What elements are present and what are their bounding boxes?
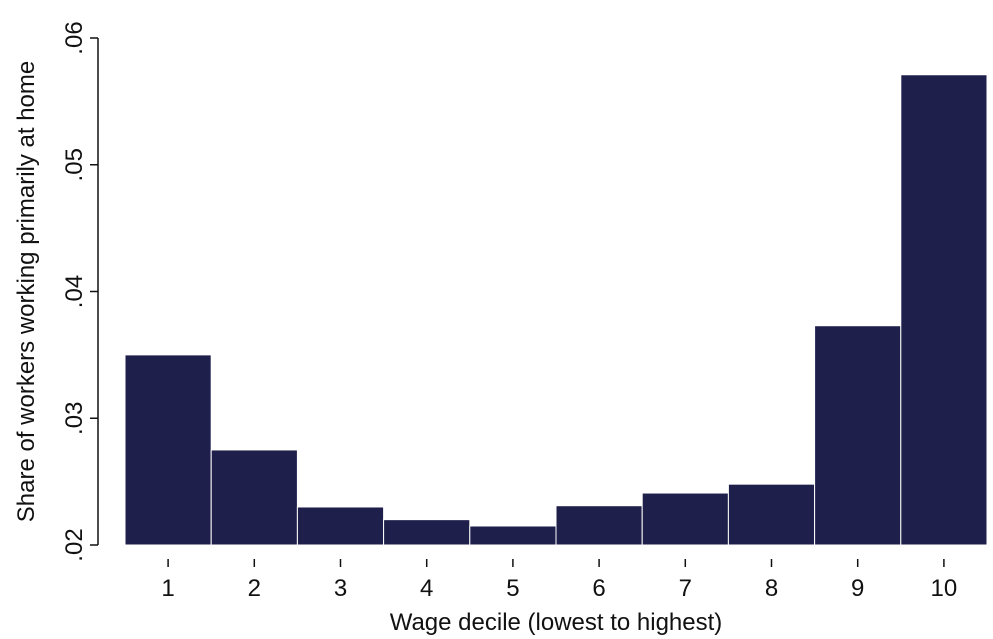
x-tick-label-1: 1 <box>161 575 174 602</box>
x-tick-label-7: 7 <box>679 575 692 602</box>
x-tick-label-10: 10 <box>931 575 958 602</box>
bar-decile-1 <box>124 354 212 546</box>
bar-decile-10 <box>900 74 988 546</box>
y-axis: .02 .03 .04 .05 .06 <box>61 21 99 562</box>
bar-decile-9 <box>814 325 902 546</box>
y-tick-label: .05 <box>61 148 88 181</box>
bar-decile-5 <box>469 525 557 546</box>
x-axis-title: Wage decile (lowest to highest) <box>390 609 723 636</box>
y-axis-title: Share of workers working primarily at ho… <box>13 61 40 523</box>
bars-group <box>124 74 988 546</box>
x-tick-label-6: 6 <box>592 575 605 602</box>
x-tick-label-5: 5 <box>506 575 519 602</box>
x-tick-label-3: 3 <box>334 575 347 602</box>
bar-decile-4 <box>383 519 471 546</box>
bar-decile-3 <box>296 506 385 546</box>
bar-decile-6 <box>555 505 643 546</box>
bar-decile-2 <box>210 449 298 546</box>
y-tick-label: .04 <box>61 275 88 308</box>
x-tick-label-2: 2 <box>248 575 261 602</box>
x-tick-label-9: 9 <box>851 575 864 602</box>
x-tick-label-8: 8 <box>765 575 778 602</box>
x-tick-label-4: 4 <box>420 575 433 602</box>
y-tick-label: .06 <box>61 21 88 54</box>
x-axis: 1 2 3 4 5 6 7 8 9 10 <box>161 559 957 602</box>
y-tick-label: .02 <box>61 528 88 561</box>
bar-decile-7 <box>641 492 729 546</box>
y-tick-label: .03 <box>61 402 88 435</box>
bar-decile-8 <box>727 483 816 546</box>
